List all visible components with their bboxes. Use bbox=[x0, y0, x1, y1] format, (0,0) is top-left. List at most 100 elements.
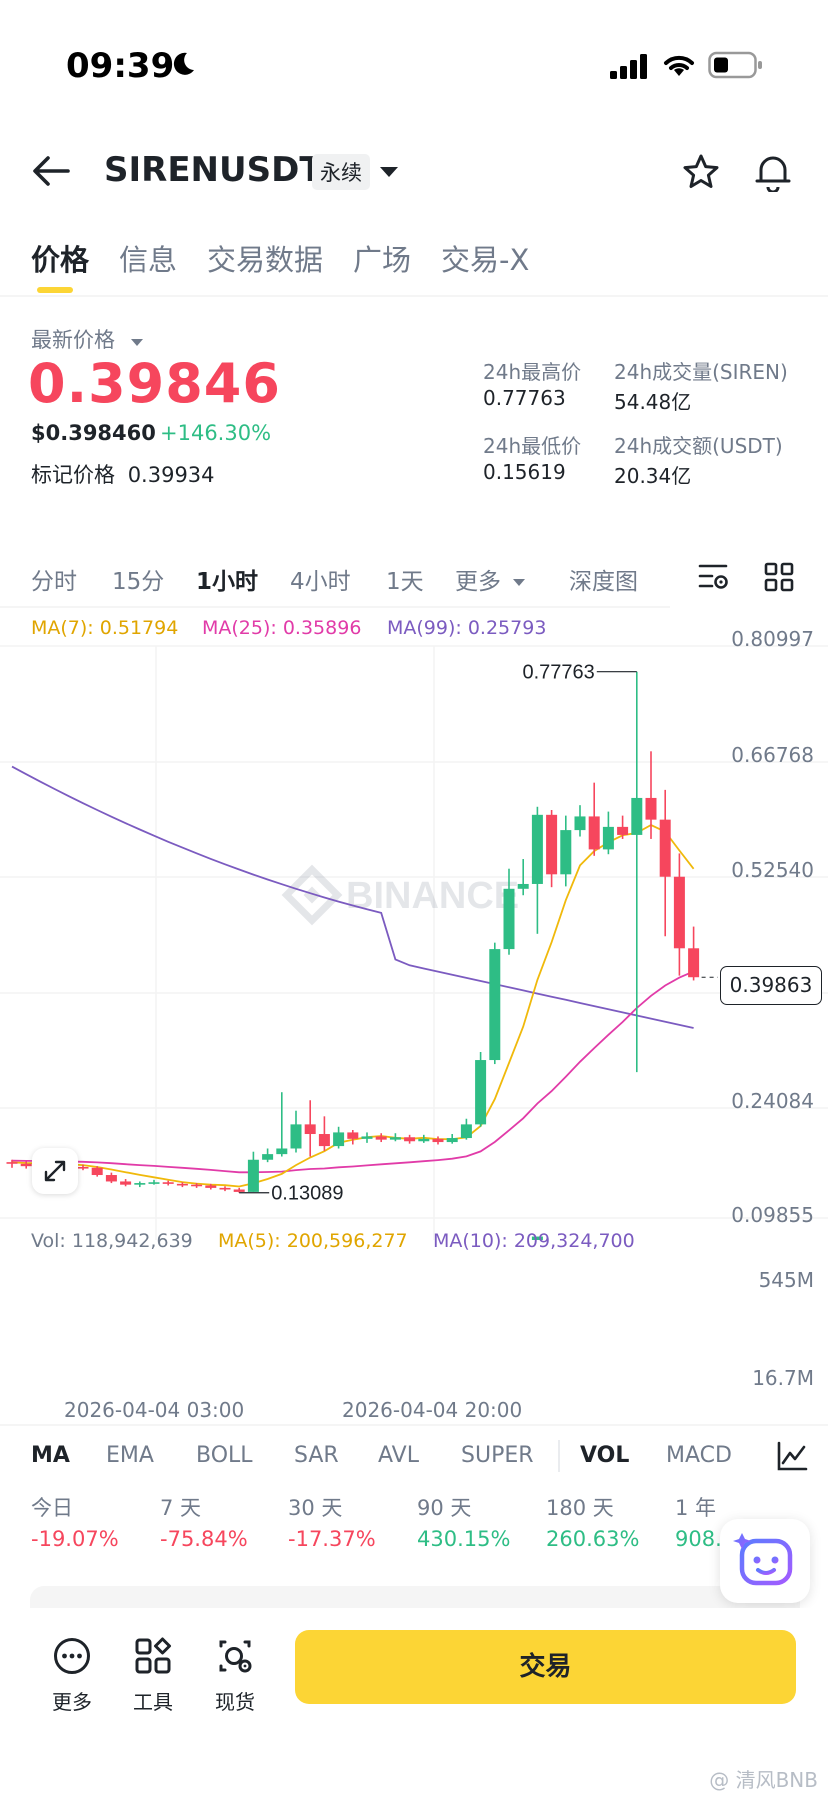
low-24h-label: 24h最低价 bbox=[483, 434, 582, 458]
volume-ma5-legend: MA(5): 200,596,277 bbox=[218, 1230, 408, 1252]
depth-chart-tab[interactable]: 深度图 bbox=[569, 569, 638, 595]
candles bbox=[6, 671, 700, 1193]
star-favorite-icon[interactable] bbox=[682, 153, 720, 195]
chart-settings-icon[interactable] bbox=[698, 562, 730, 596]
perf-value-7d: -75.84% bbox=[160, 1527, 248, 1551]
divider bbox=[0, 606, 670, 608]
spot-icon bbox=[219, 1640, 252, 1673]
candle-body bbox=[304, 1124, 316, 1135]
tab-square[interactable]: 广场 bbox=[353, 243, 412, 277]
indicator-ema[interactable]: EMA bbox=[106, 1443, 154, 1468]
candle-body bbox=[546, 814, 558, 875]
high-24h-value: 0.77763 bbox=[483, 386, 566, 410]
candle-body bbox=[191, 1184, 203, 1187]
candle-body bbox=[446, 1138, 458, 1143]
latest-price-label[interactable]: 最新价格 bbox=[31, 328, 115, 352]
divider bbox=[0, 295, 828, 297]
interval-1d[interactable]: 1天 bbox=[386, 569, 424, 595]
volume-24h-label: 24h成交量(SIREN) bbox=[614, 360, 788, 384]
indicator-vol[interactable]: VOL bbox=[580, 1443, 630, 1468]
tools-button-label: 工具 bbox=[133, 1690, 173, 1714]
perf-value-today: -19.07% bbox=[31, 1527, 119, 1551]
interval-15m[interactable]: 15分 bbox=[112, 569, 165, 595]
volume-bars bbox=[531, 1236, 543, 1240]
caret-down-icon[interactable] bbox=[512, 572, 526, 591]
candle-body bbox=[375, 1136, 387, 1140]
tab-trade-x[interactable]: 交易-X bbox=[441, 243, 530, 277]
back-arrow-icon[interactable] bbox=[32, 155, 70, 191]
perf-value-30d: -17.37% bbox=[288, 1527, 376, 1551]
candle-body bbox=[475, 1060, 487, 1125]
candle-body bbox=[489, 949, 501, 1061]
candle-body bbox=[673, 876, 685, 949]
candlestick-chart[interactable]: BINANCE 0.77763 0.13089 bbox=[0, 600, 828, 1240]
candle-body bbox=[588, 816, 600, 850]
candle-body bbox=[460, 1124, 472, 1139]
turnover-24h-value: 20.34亿 bbox=[614, 464, 692, 488]
weibo-watermark: @ 清风BNB bbox=[709, 1768, 818, 1792]
candle-body bbox=[645, 797, 657, 820]
indicator-ma[interactable]: MA bbox=[31, 1443, 70, 1468]
low-annotation-label: 0.13089 bbox=[271, 1183, 343, 1205]
time-axis-label: 2026-04-04 20:00 bbox=[342, 1398, 523, 1422]
candle-body bbox=[77, 1166, 89, 1169]
price-axis-tick: 0.66768 bbox=[731, 743, 814, 767]
perf-value-180d: 260.63% bbox=[546, 1527, 640, 1551]
perf-label-1y: 1 年 bbox=[675, 1496, 717, 1520]
caret-down-icon[interactable] bbox=[130, 332, 144, 351]
tools-button[interactable]: 工具 bbox=[118, 1636, 188, 1715]
candle-body bbox=[6, 1162, 18, 1164]
bell-alert-icon[interactable] bbox=[755, 152, 791, 196]
indicator-sar[interactable]: SAR bbox=[294, 1443, 339, 1468]
candle-body bbox=[617, 826, 629, 835]
binance-watermark: BINANCE bbox=[281, 864, 519, 926]
candle-body bbox=[432, 1138, 444, 1143]
volume-legend: Vol: 118,942,639 bbox=[31, 1230, 193, 1252]
candle-body bbox=[659, 819, 671, 877]
candle-body bbox=[176, 1183, 188, 1186]
volume-bar bbox=[531, 1236, 543, 1240]
divider bbox=[0, 1424, 828, 1426]
current-price-tag: 0.39863 bbox=[720, 966, 822, 1005]
candle-body bbox=[574, 816, 586, 831]
interval-1h[interactable]: 1小时 bbox=[196, 569, 259, 595]
spot-button[interactable]: 现货 bbox=[200, 1636, 270, 1715]
indicator-super[interactable]: SUPER bbox=[461, 1443, 534, 1468]
candle-body bbox=[602, 826, 614, 850]
mark-price-row: 标记价格 0.39934 bbox=[31, 459, 215, 489]
price-axis-tick: 0.52540 bbox=[731, 858, 814, 882]
candle-body bbox=[418, 1138, 430, 1142]
grid-layout-icon[interactable] bbox=[764, 562, 794, 596]
symbol-title[interactable]: SIRENUSDT bbox=[104, 150, 323, 190]
perf-value-90d: 430.15% bbox=[417, 1527, 511, 1551]
tab-info[interactable]: 信息 bbox=[119, 243, 178, 277]
interval-4h[interactable]: 4小时 bbox=[290, 569, 351, 595]
more-button[interactable]: 更多 bbox=[37, 1636, 107, 1715]
interval-time[interactable]: 分时 bbox=[31, 569, 77, 595]
candle-body bbox=[205, 1185, 217, 1188]
indicator-chart-icon[interactable] bbox=[776, 1440, 808, 1476]
active-tab-indicator bbox=[37, 287, 73, 293]
caret-down-icon[interactable] bbox=[378, 164, 400, 183]
indicator-macd[interactable]: MACD bbox=[666, 1443, 732, 1468]
ma99-line bbox=[11, 765, 694, 1029]
indicator-avl[interactable]: AVL bbox=[378, 1443, 419, 1468]
last-price: 0.39846 bbox=[28, 352, 281, 415]
interval-more[interactable]: 更多 bbox=[455, 569, 501, 595]
expand-chart-icon[interactable] bbox=[32, 1148, 78, 1194]
ai-assistant-button[interactable] bbox=[720, 1519, 810, 1603]
volume-axis-tick: 16.7M bbox=[752, 1366, 814, 1390]
candle-body bbox=[247, 1159, 259, 1192]
change-percent: +146.30% bbox=[160, 421, 272, 445]
indicator-boll[interactable]: BOLL bbox=[196, 1443, 253, 1468]
tab-price[interactable]: 价格 bbox=[31, 243, 90, 277]
candle-body bbox=[517, 883, 529, 889]
candle-body bbox=[105, 1175, 117, 1182]
tab-trading-data[interactable]: 交易数据 bbox=[207, 243, 324, 277]
volume-ma10-legend: MA(10): 209,324,700 bbox=[433, 1230, 635, 1252]
candle-body bbox=[389, 1137, 401, 1140]
price-axis-tick: 0.24084 bbox=[731, 1089, 814, 1113]
high-annotation-label: 0.77763 bbox=[523, 662, 595, 684]
moon-icon bbox=[170, 51, 196, 81]
trade-button[interactable]: 交易 bbox=[295, 1630, 796, 1704]
